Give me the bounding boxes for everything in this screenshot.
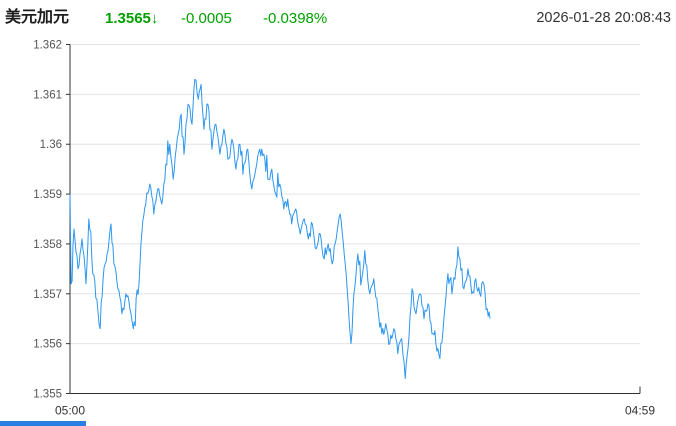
price-line bbox=[69, 78, 491, 379]
y-axis-label: 1.356 bbox=[33, 339, 62, 351]
price-change-percent: -0.0398% bbox=[263, 10, 328, 27]
x-axis-label: 05:00 bbox=[55, 404, 85, 418]
y-axis-label: 1.357 bbox=[33, 289, 62, 301]
y-axis-label: 1.358 bbox=[33, 239, 62, 251]
instrument-title: 美元加元 bbox=[5, 9, 70, 26]
y-axis-label: 1.355 bbox=[33, 389, 62, 401]
y-axis-label: 1.361 bbox=[33, 89, 62, 101]
price-change: -0.0005 bbox=[181, 10, 232, 27]
quote-timestamp: 2026-01-28 20:08:43 bbox=[536, 10, 671, 26]
y-axis-label: 1.362 bbox=[33, 40, 62, 52]
y-axis-label: 1.359 bbox=[33, 189, 62, 201]
y-axis-label: 1.36 bbox=[40, 139, 62, 151]
current-price: 1.3565↓ bbox=[105, 10, 159, 27]
bottom-left-fragment bbox=[0, 421, 86, 426]
x-axis-label: 04:59 bbox=[625, 404, 655, 418]
